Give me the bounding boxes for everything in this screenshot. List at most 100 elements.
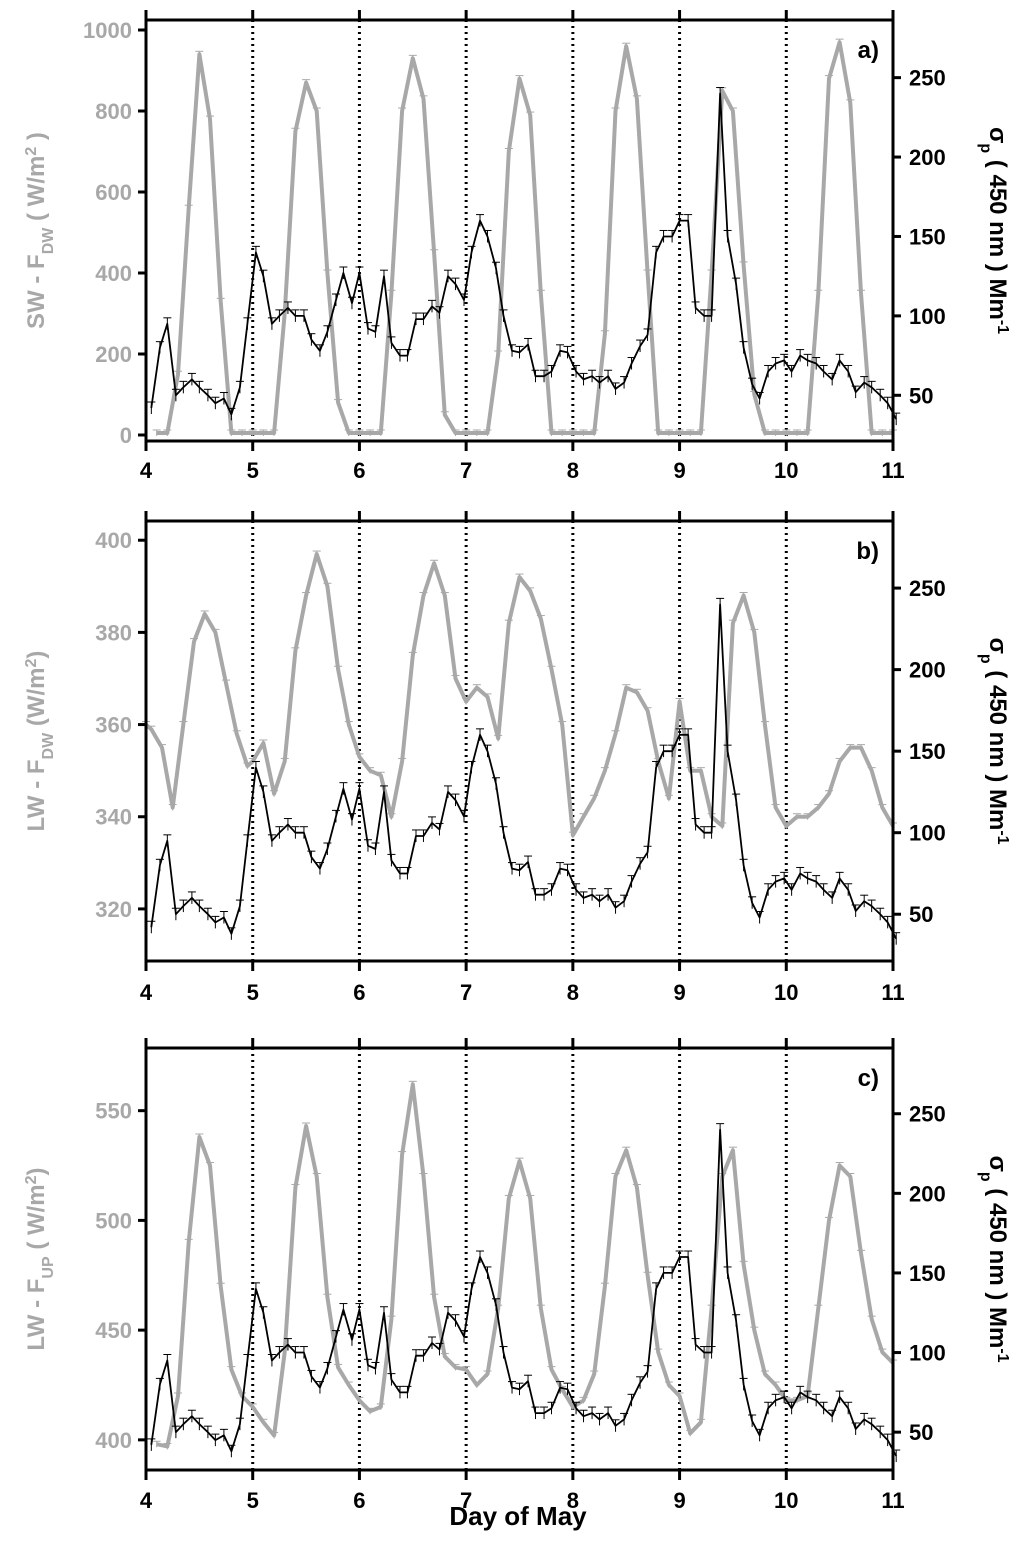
panel-b: 4 5 6 7 8 9 10 1132034036038040050100150200250 …: [23, 511, 1012, 1005]
x-tick-label: 11: [881, 980, 904, 1005]
sigma-series-line: [150, 603, 897, 940]
right-y-tick-label: 50: [909, 383, 933, 408]
x-tick-label: 8: [567, 458, 579, 483]
x-tick-label: 4: [140, 458, 153, 483]
right-axis-label-sigma: σ: [984, 127, 1011, 143]
right-axis-label-sup: -1: [995, 1348, 1012, 1362]
left-y-tick-label: 600: [95, 180, 132, 205]
left-axis-label-unit: ( W/m: [23, 1184, 50, 1256]
x-tick-label: 6: [353, 980, 365, 1005]
x-tick-label: 8: [567, 980, 579, 1005]
x-tick-label: 6: [353, 458, 365, 483]
left-y-tick-label: 1000: [83, 18, 132, 43]
left-axis-label-main: LW - F: [23, 1279, 50, 1351]
x-axis-label: Day of May: [449, 1501, 587, 1531]
right-y-tick-label: 100: [909, 1341, 946, 1366]
left-axis-label-sub: DW: [40, 227, 57, 255]
panel-label: c): [858, 1065, 879, 1092]
panel-a: 4 5 6 7 8 9 10 11 0 200 400 600 800 1000 50 100 150 200 25…: [23, 10, 1012, 483]
x-tick-label: 9: [673, 458, 685, 483]
x-tick-label: 7: [460, 458, 472, 483]
sigma-series-line: [150, 1128, 897, 1457]
sigma-series-line: [150, 92, 897, 420]
left-axis-label-close: ): [23, 1167, 50, 1175]
flux-series-line: [156, 40, 893, 435]
right-axis-label-sub: p: [978, 143, 995, 153]
x-tick-label: 5: [247, 980, 259, 1005]
flux-series-line: [156, 1082, 895, 1449]
left-y-tick-label: 360: [95, 713, 132, 738]
panel-label: b): [856, 538, 879, 565]
x-tick-label: 10: [774, 980, 798, 1005]
right-axis-label-sup: -1: [995, 830, 1012, 844]
x-tick-label: 8: [567, 1488, 579, 1513]
right-y-tick-label: 50: [909, 902, 933, 927]
left-axis-label-sup: 2: [23, 658, 40, 667]
right-y-tick-label: 100: [909, 821, 946, 846]
left-axis-label-sup: 2: [23, 147, 40, 156]
x-tick-label: 5: [247, 1488, 259, 1513]
x-tick-label: 11: [881, 458, 904, 483]
left-axis-label-close: ): [23, 651, 50, 659]
left-y-tick-label: 340: [95, 805, 132, 830]
x-tick-label: 11: [881, 1488, 904, 1513]
left-y-tick-label: 400: [95, 528, 132, 553]
flux-series-line: [144, 552, 895, 838]
left-y-tick-label: 400: [95, 261, 132, 286]
right-y-tick-label: 250: [909, 576, 946, 601]
right-y-tick-label: 100: [909, 304, 946, 329]
right-axis-label-sub: p: [978, 1172, 995, 1182]
left-y-tick-label: 380: [95, 620, 132, 645]
plot-frame: [144, 519, 895, 963]
left-axis-label-sub: DW: [40, 732, 57, 760]
right-y-tick-label: 150: [909, 739, 946, 764]
x-tick-label: 9: [673, 980, 685, 1005]
x-tick-label: 10: [774, 458, 798, 483]
right-y-tick-label: 250: [909, 1102, 946, 1127]
left-y-tick-label: 400: [95, 1428, 132, 1453]
right-axis-label-sigma: σ: [984, 1155, 1011, 1171]
left-axis-label-sup: 2: [23, 1175, 40, 1184]
right-axis-label-sigma: σ: [984, 637, 1011, 653]
plot-frame: [144, 18, 895, 443]
right-y-tick-label: 50: [909, 1420, 933, 1445]
left-axis-label-unit: ( W/m: [23, 156, 50, 228]
x-tick-label: 5: [247, 458, 259, 483]
right-axis-label-mid: ( 450 nm ) Mm: [984, 153, 1011, 320]
left-y-tick-label: 320: [95, 897, 132, 922]
left-axis-label: LW - FDW (W/m2): [23, 651, 57, 832]
right-y-tick-label: 250: [909, 66, 946, 91]
x-tick-label: 7: [460, 1488, 472, 1513]
left-axis-label-close: ): [23, 132, 50, 147]
x-tick-label: 4: [140, 980, 153, 1005]
left-y-tick-label: 0: [120, 423, 132, 448]
x-tick-label: 4: [140, 1488, 153, 1513]
right-y-tick-label: 200: [909, 658, 946, 683]
right-y-tick-label: 200: [909, 145, 946, 170]
right-y-tick-label: 200: [909, 1181, 946, 1206]
panel-label: a): [858, 37, 879, 64]
right-axis-label: σp ( 450 nm ) Mm-1: [978, 1155, 1012, 1362]
left-axis-label: LW - FUP ( W/m2): [23, 1167, 57, 1350]
left-y-tick-label: 800: [95, 99, 132, 124]
right-y-tick-label: 150: [909, 224, 946, 249]
left-axis-label-main: SW - F: [23, 254, 50, 329]
left-axis-label-main: LW - F: [23, 759, 50, 831]
left-y-tick-label: 500: [95, 1208, 132, 1233]
right-axis-label-sub: p: [978, 654, 995, 664]
x-tick-label: 7: [460, 980, 472, 1005]
right-axis-label-mid: ( 450 nm ) Mm: [984, 664, 1011, 831]
right-y-tick-label: 150: [909, 1261, 946, 1286]
left-axis-label: SW - FDW ( W/m2 ): [23, 132, 57, 329]
left-y-tick-label: 550: [95, 1099, 132, 1124]
plot-frame: [144, 1046, 895, 1472]
right-axis-label-mid: ( 450 nm ) Mm: [984, 1182, 1011, 1349]
left-axis-label-sub: UP: [40, 1256, 57, 1279]
right-axis-label: σp ( 450 nm ) Mm-1: [978, 127, 1012, 334]
x-tick-label: 10: [774, 1488, 798, 1513]
left-axis-label-unit: (W/m: [23, 667, 50, 732]
left-y-tick-label: 450: [95, 1318, 132, 1343]
right-axis-label: σp ( 450 nm ) Mm-1: [978, 637, 1012, 844]
